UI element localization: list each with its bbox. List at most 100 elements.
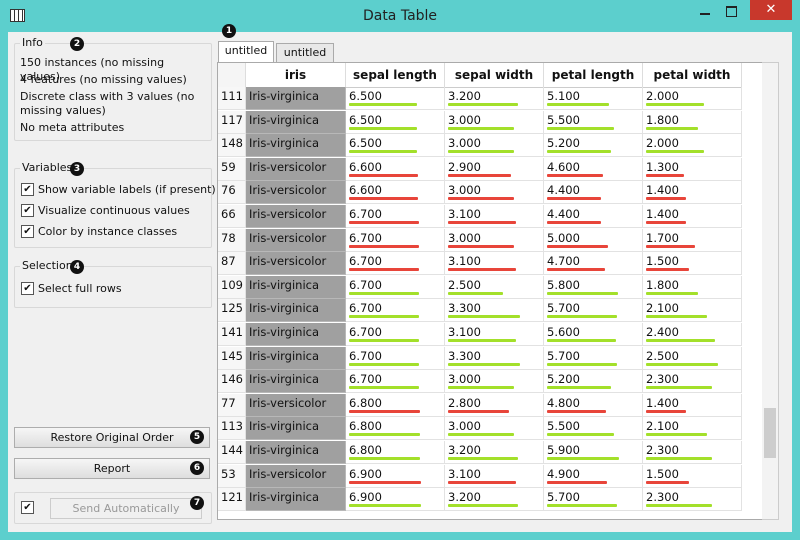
scrollbar[interactable] — [762, 62, 779, 520]
value-cell: 6.800 — [346, 441, 445, 464]
value-cell: 3.200 — [445, 441, 544, 464]
value-bar — [448, 103, 519, 106]
value-bar — [646, 244, 696, 248]
value-cell: 3.300 — [445, 299, 544, 323]
value-cell: 6.500 — [346, 87, 445, 110]
value-bar — [448, 386, 514, 390]
checkbox[interactable]: ✔ — [21, 183, 34, 196]
checkbox[interactable]: ✔ — [21, 501, 34, 514]
send-button[interactable]: Send Automatically — [50, 498, 202, 519]
value-bar — [349, 386, 420, 390]
value-bar — [448, 480, 516, 484]
value-bar — [349, 504, 422, 508]
row-number: 125 — [218, 299, 246, 323]
value-bar — [448, 291, 503, 295]
value-cell: 2.300 — [643, 488, 742, 512]
tab[interactable]: untitled — [218, 41, 274, 63]
value-cell: 3.100 — [445, 205, 544, 228]
column-header[interactable]: petal length — [544, 63, 643, 88]
class-cell: Iris-versicolor — [246, 181, 346, 205]
value-cell: 4.400 — [544, 181, 643, 205]
class-cell: Iris-virginica — [246, 275, 346, 299]
value-bar — [646, 409, 687, 413]
value-bar — [349, 221, 420, 224]
send-box — [14, 492, 212, 524]
value-bar — [646, 173, 684, 177]
checkbox[interactable]: ✔ — [21, 282, 34, 295]
class-cell: Iris-versicolor — [246, 252, 346, 276]
value-cell: 6.600 — [346, 181, 445, 205]
value-bar — [448, 221, 516, 224]
column-header[interactable]: petal width — [643, 63, 742, 88]
callout-badge: 2 — [70, 37, 84, 51]
value-bar — [547, 244, 609, 248]
class-cell: Iris-versicolor — [246, 393, 346, 417]
value-cell: 1.500 — [643, 464, 742, 488]
value-cell: 6.700 — [346, 252, 445, 276]
value-bar — [448, 339, 516, 342]
value-cell: 3.100 — [445, 252, 544, 276]
value-bar — [646, 126, 699, 130]
checkbox-label: Select full rows — [38, 282, 122, 295]
column-header[interactable]: sepal width — [445, 63, 544, 88]
value-bar — [646, 315, 707, 319]
selection-box — [14, 266, 212, 308]
value-bar — [547, 126, 615, 130]
value-bar — [547, 457, 620, 460]
value-cell: 6.700 — [346, 228, 445, 252]
value-bar — [646, 362, 719, 366]
checkbox[interactable]: ✔ — [21, 225, 34, 238]
value-cell: 2.100 — [643, 417, 742, 441]
column-header[interactable]: sepal length — [346, 63, 445, 88]
value-cell: 5.500 — [544, 110, 643, 134]
value-bar — [646, 268, 690, 272]
value-cell: 1.500 — [643, 252, 742, 276]
column-header[interactable]: iris — [246, 63, 346, 88]
value-cell: 1.800 — [643, 110, 742, 134]
value-cell: 6.800 — [346, 393, 445, 417]
value-cell: 5.800 — [544, 275, 643, 299]
value-cell: 2.500 — [445, 275, 544, 299]
class-cell: Iris-virginica — [246, 87, 346, 110]
value-bar — [448, 244, 514, 248]
value-cell: 3.300 — [445, 346, 544, 370]
value-bar — [547, 315, 617, 319]
value-bar — [349, 433, 421, 437]
scroll-thumb[interactable] — [764, 408, 776, 458]
class-cell: Iris-virginica — [246, 441, 346, 464]
value-cell: 3.000 — [445, 228, 544, 252]
value-bar — [646, 386, 713, 390]
value-bar — [448, 315, 521, 319]
tab[interactable]: untitled — [276, 43, 334, 64]
maximize-button[interactable] — [726, 6, 737, 17]
value-cell: 3.100 — [445, 323, 544, 346]
value-bar — [349, 150, 418, 154]
value-cell: 3.000 — [445, 417, 544, 441]
value-bar — [547, 291, 619, 295]
value-cell: 6.600 — [346, 157, 445, 181]
value-cell: 2.900 — [445, 157, 544, 181]
info-box — [14, 43, 212, 141]
report-button[interactable]: Report — [14, 458, 210, 479]
value-cell: 5.600 — [544, 323, 643, 346]
value-bar — [349, 268, 420, 272]
restore-button[interactable]: Restore Original Order — [14, 427, 210, 448]
value-bar — [448, 457, 519, 460]
row-number: 53 — [218, 464, 246, 488]
value-cell: 6.500 — [346, 110, 445, 134]
value-bar — [448, 433, 514, 437]
value-cell: 6.800 — [346, 417, 445, 441]
callout-badge: 6 — [190, 461, 204, 475]
value-bar — [448, 409, 510, 413]
data-table: iris sepal length ^ sepal width petal length… — [217, 62, 764, 520]
value-bar — [349, 480, 422, 484]
value-cell: 6.700 — [346, 323, 445, 346]
checkbox[interactable]: ✔ — [21, 204, 34, 217]
minimize-button[interactable] — [700, 13, 710, 15]
value-cell: 2.500 — [643, 346, 742, 370]
close-button[interactable]: ✕ — [750, 0, 792, 20]
value-bar — [448, 126, 514, 130]
checkbox-label: Visualize continuous values — [38, 204, 190, 217]
value-cell: 6.900 — [346, 464, 445, 488]
callout-badge: 7 — [190, 496, 204, 510]
